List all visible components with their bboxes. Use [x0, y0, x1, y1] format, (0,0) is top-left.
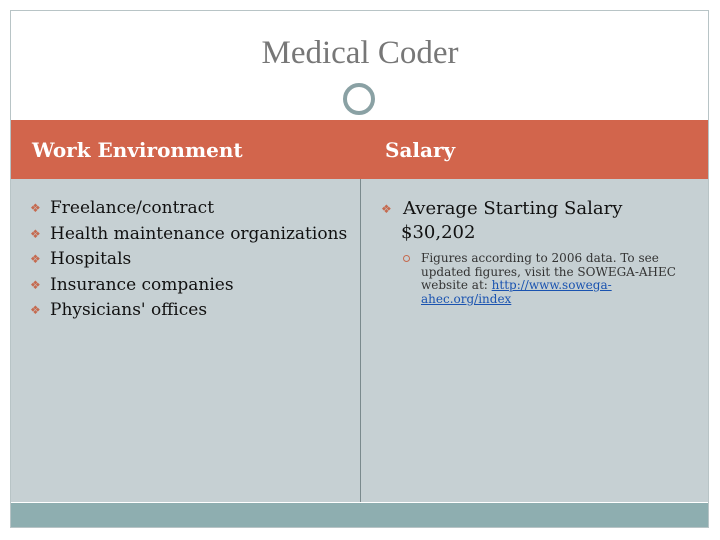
header-band — [11, 120, 708, 179]
salary-label: Average Starting Salary — [403, 198, 623, 219]
bullet-icon: ❖ — [30, 226, 41, 241]
list-item: ❖ Health maintenance organizations — [30, 223, 348, 244]
salary-value: $30,202 — [401, 222, 476, 243]
circle-bullet-icon — [403, 255, 410, 262]
bullet-icon: ❖ — [30, 277, 41, 292]
salary-heading: Salary — [385, 138, 456, 162]
ring-ornament-icon — [339, 79, 379, 119]
list-item: ❖ Freelance/contract — [30, 198, 215, 218]
content-band — [11, 179, 708, 502]
slide-title: Medical Coder — [261, 35, 459, 71]
column-divider — [360, 179, 361, 502]
bullet-icon: ❖ — [30, 303, 41, 317]
salary-block: ❖ Average Starting Salary $30,202 Figures… — [381, 197, 681, 306]
footer-band — [11, 503, 708, 527]
list-item: ❖ Insurance companies — [30, 274, 234, 295]
work-environment-list: ❖ Freelance/contract ❖ Health maintenance … — [30, 198, 347, 326]
bullet-icon: ❖ — [381, 202, 392, 216]
sowega-ahec-link[interactable]: http://www.sowega-ahec.org/index — [421, 278, 612, 306]
salary-note: Figures according to 2006 data. To see u… — [381, 251, 681, 306]
bullet-icon: ❖ — [30, 252, 41, 266]
list-item: ❖ Hospitals — [30, 249, 132, 269]
list-item: ❖ Physicians' offices — [30, 300, 208, 320]
work-environment-heading: Work Environment — [32, 138, 243, 162]
bullet-icon: ❖ — [30, 201, 41, 215]
salary-note-text: Figures according to 2006 data. To see u… — [421, 251, 676, 292]
salary-item: ❖ Average Starting Salary $30,202 — [381, 197, 681, 244]
